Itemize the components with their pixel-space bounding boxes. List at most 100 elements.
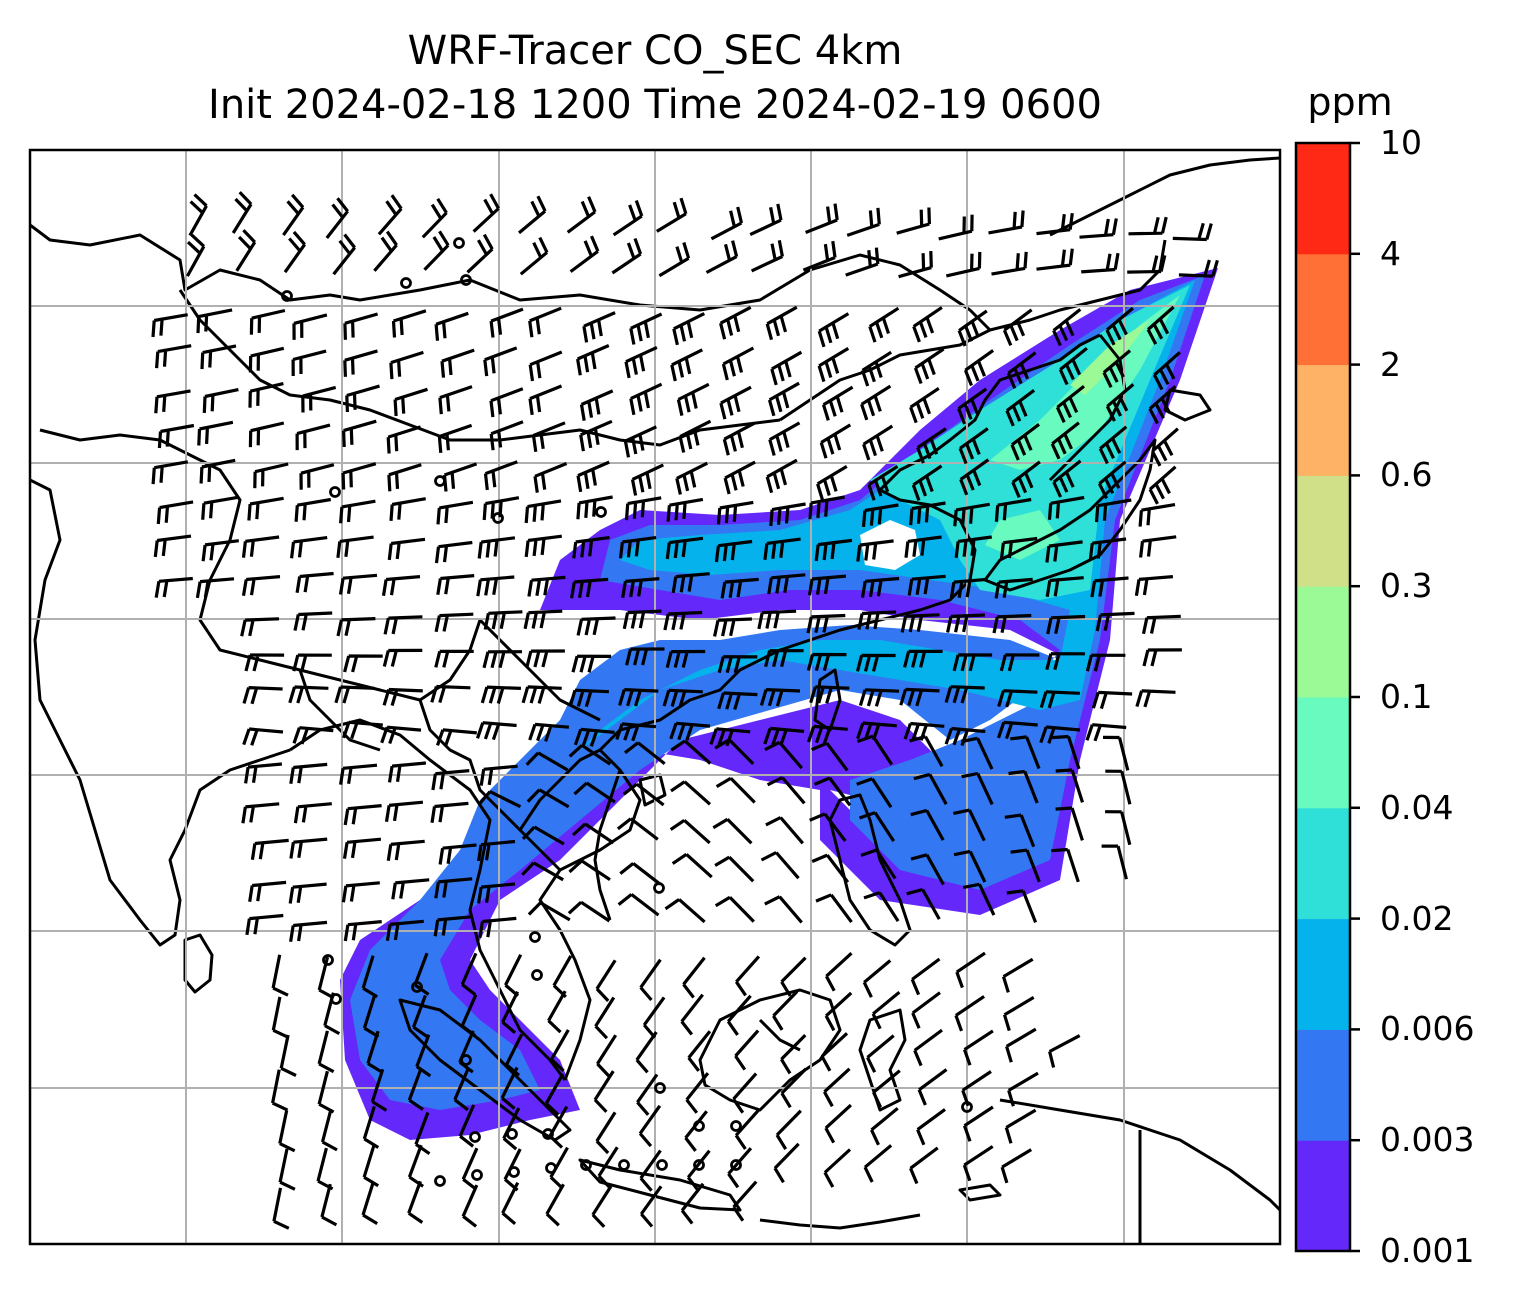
wind-barb: [856, 777, 893, 809]
wind-barb: [341, 462, 377, 490]
wind-barb: [247, 496, 284, 521]
wind-barb: [242, 686, 283, 705]
map-title-line-1: WRF-Tracer CO_SEC 4km: [407, 28, 903, 74]
wind-barb: [366, 1030, 383, 1074]
calm-wind-circle: [506, 1128, 518, 1140]
wind-barb: [958, 427, 989, 465]
wind-barb: [1127, 255, 1167, 274]
wind-barb: [320, 1108, 338, 1152]
wind-barb: [489, 420, 524, 451]
wind-barb: [154, 576, 193, 598]
wind-barb: [611, 237, 643, 275]
calm-wind-circle: [542, 1128, 554, 1140]
wind-barb: [201, 539, 239, 562]
wind-barb: [676, 382, 710, 416]
wind-barb: [988, 210, 1025, 235]
wind-barb: [1102, 349, 1132, 388]
wind-barb: [342, 419, 377, 448]
wind-barb: [434, 877, 473, 899]
wind-barb: [407, 1067, 424, 1111]
wind-barb: [292, 653, 332, 672]
wind-barb: [291, 349, 327, 377]
wind-barb: [665, 649, 706, 668]
wind-barb: [712, 817, 753, 845]
colorbar-segment: [1296, 586, 1350, 698]
wind-barb: [244, 653, 285, 672]
wind-barb: [528, 384, 563, 416]
wind-barb: [202, 388, 239, 413]
wind-barb: [824, 1103, 852, 1144]
wind-barb: [817, 347, 850, 383]
colorbar-tick-label: 0.3: [1380, 566, 1433, 606]
wind-barb: [545, 1183, 565, 1227]
wind-barb: [815, 893, 853, 924]
wind-barb: [621, 577, 660, 598]
wind-barb: [1047, 495, 1085, 520]
wind-barb: [991, 251, 1028, 276]
wind-barb: [248, 421, 285, 448]
wind-barb: [482, 650, 523, 669]
wind-barb: [682, 956, 706, 999]
wind-barb: [570, 577, 609, 599]
wind-barb: [669, 818, 711, 845]
wind-barb: [757, 609, 797, 630]
wind-barb: [579, 419, 613, 452]
calm-wind-circle: [460, 1054, 472, 1066]
wind-barb: [157, 423, 195, 449]
wind-barb: [870, 1107, 899, 1146]
wind-barb: [618, 688, 659, 707]
wind-barb: [1036, 212, 1074, 236]
wind-barb: [1045, 576, 1084, 598]
wind-barb: [1098, 425, 1128, 465]
wind-barb: [617, 893, 660, 917]
wind-barb: [362, 1144, 380, 1188]
wind-barb: [719, 305, 752, 340]
wind-barb: [295, 423, 331, 451]
wind-barb: [898, 251, 933, 279]
wind-barb: [997, 689, 1038, 708]
wind-barb: [807, 574, 847, 596]
calm-wind-circle: [281, 290, 293, 302]
wind-barb: [440, 348, 475, 378]
wind-barb: [154, 389, 191, 414]
wind-barb: [954, 995, 985, 1032]
wind-barb: [996, 720, 1038, 740]
wind-barb: [910, 957, 941, 996]
wind-barb: [1055, 768, 1085, 803]
wind-barb: [292, 313, 328, 340]
wind-barb: [719, 385, 752, 420]
wind-barb: [549, 1146, 569, 1190]
wind-barb: [909, 386, 940, 424]
wind-barb: [1101, 844, 1128, 880]
wind-barb: [196, 308, 233, 334]
wind-barb: [579, 389, 614, 421]
wind-barb: [317, 1030, 335, 1074]
plume-level-4: [985, 295, 1180, 560]
wind-barb: [593, 1070, 615, 1113]
wind-barb: [809, 812, 847, 842]
wind-barb: [962, 1029, 994, 1066]
wind-barb: [823, 1148, 852, 1188]
wind-barb: [1051, 847, 1080, 883]
wind-barb: [382, 687, 423, 707]
wind-barb: [430, 801, 469, 824]
wind-barb: [477, 839, 516, 862]
wind-barb: [288, 685, 329, 704]
wind-barb: [483, 346, 518, 377]
wind-barb: [317, 1070, 335, 1114]
wind-barb: [860, 384, 892, 421]
wind-barb: [910, 808, 945, 841]
wind-barb: [944, 685, 985, 704]
wind-barb: [963, 349, 995, 387]
wind-barb: [821, 385, 854, 421]
wind-barb: [434, 540, 473, 564]
wind-barb: [962, 882, 996, 916]
wind-barb: [1058, 347, 1088, 386]
wind-barb: [597, 1146, 619, 1190]
wind-barb: [1001, 957, 1034, 993]
wind-barb: [528, 722, 570, 742]
wind-barb: [528, 306, 562, 338]
wind-barb: [568, 688, 609, 708]
wind-barb: [1046, 614, 1086, 635]
wind-barb: [872, 1069, 901, 1108]
